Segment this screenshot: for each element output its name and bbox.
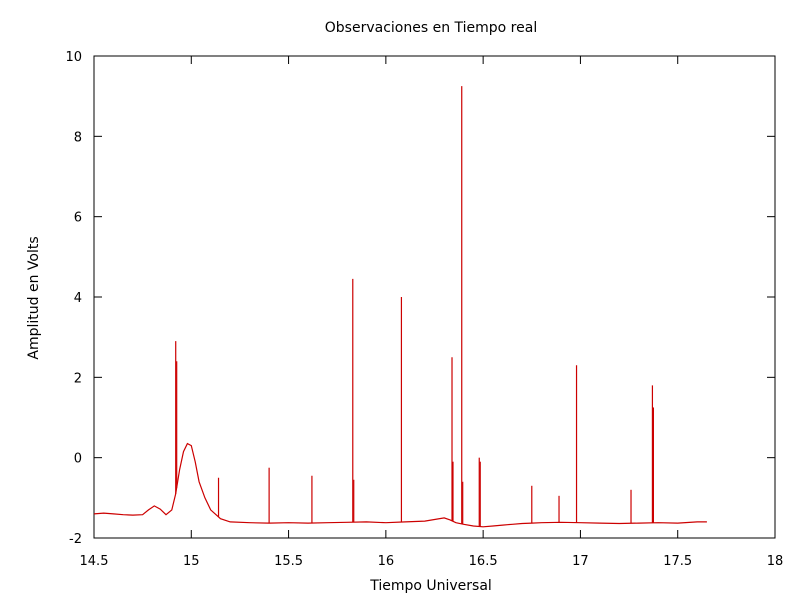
y-axis-label: Amplitud en Volts [26, 236, 42, 359]
y-tick-label: 10 [65, 50, 82, 65]
y-tick-label: 4 [74, 291, 82, 306]
axis-tick-labels: 14.5 15 15.5 16 16.5 17 17.5 18 -2 0 2 4 6 8 10 [65, 50, 783, 569]
y-tick-label: 0 [74, 452, 82, 467]
x-axis-label: Tiempo Universal [369, 578, 492, 594]
x-tick-label: 18 [767, 554, 784, 569]
y-tick-label: 2 [74, 371, 82, 386]
x-tick-label: 16.5 [469, 554, 498, 569]
x-tick-label: 16 [378, 554, 395, 569]
y-tick-label: 8 [74, 130, 82, 145]
x-tick-label: 15.5 [274, 554, 303, 569]
series-layer [93, 86, 707, 528]
series-line [93, 442, 707, 528]
x-tick-label: 17.5 [663, 554, 692, 569]
x-tick-label: 15 [183, 554, 200, 569]
x-tick-label: 17 [572, 554, 589, 569]
x-tick-label: 14.5 [80, 554, 109, 569]
y-tick-label: 6 [74, 211, 82, 226]
chart-title: Observaciones en Tiempo real [325, 20, 537, 36]
axis-ticks [93, 55, 776, 539]
y-tick-label: -2 [69, 532, 82, 547]
